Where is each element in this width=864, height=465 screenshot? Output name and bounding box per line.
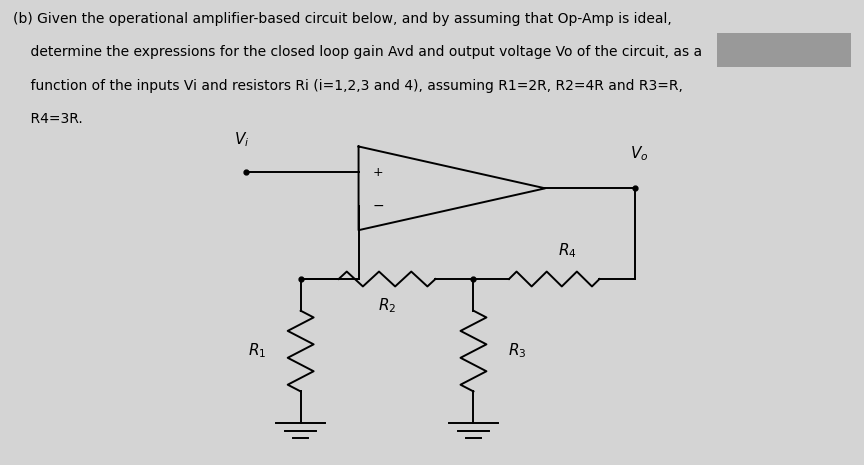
Text: −: −: [372, 199, 384, 213]
Text: $R_4$: $R_4$: [558, 242, 576, 260]
Text: $R_2$: $R_2$: [378, 297, 397, 315]
Text: $R_1$: $R_1$: [248, 342, 266, 360]
Text: $R_3$: $R_3$: [508, 342, 526, 360]
Text: determine the expressions for the closed loop gain Avd and output voltage Vo of : determine the expressions for the closed…: [13, 45, 702, 59]
Text: function of the inputs Vi and resistors Ri (i=1,2,3 and 4), assuming R1=2R, R2=4: function of the inputs Vi and resistors …: [13, 79, 683, 93]
Text: (b) Given the operational amplifier-based circuit below, and by assuming that Op: (b) Given the operational amplifier-base…: [13, 12, 671, 26]
Text: $V_i$: $V_i$: [234, 131, 250, 149]
Text: R4=3R.: R4=3R.: [13, 112, 83, 126]
Bar: [717, 33, 851, 67]
Text: +: +: [372, 166, 384, 179]
Text: $V_o$: $V_o$: [630, 144, 649, 163]
